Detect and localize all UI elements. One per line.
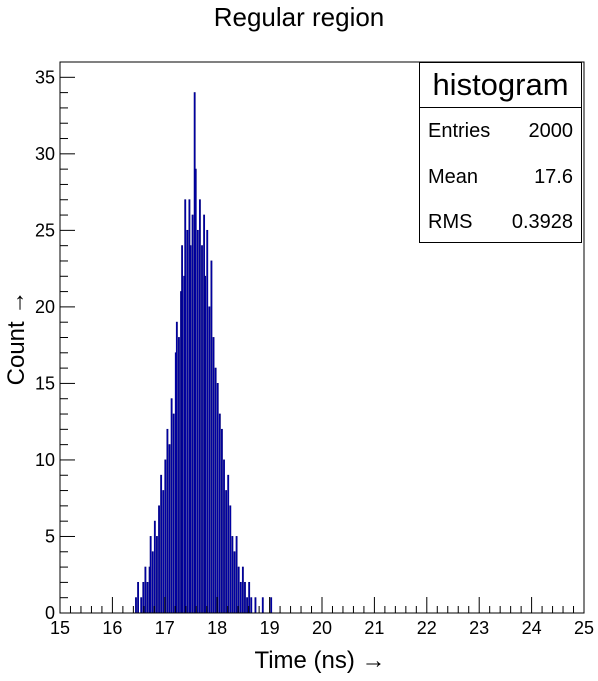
histogram-bar	[233, 551, 236, 614]
histogram-bar	[168, 444, 171, 614]
histogram-bar	[184, 199, 187, 614]
x-tick-label: 18	[207, 618, 227, 638]
x-tick-label: 17	[155, 618, 175, 638]
y-tick-label: 5	[45, 526, 55, 546]
x-tick-label: 15	[50, 618, 70, 638]
histogram-bar	[206, 229, 209, 614]
histogram-bar	[225, 490, 228, 614]
histogram-bar	[191, 214, 194, 614]
stats-histogram-name: histogram	[420, 63, 581, 108]
histogram-bar	[231, 536, 234, 614]
histogram-bar	[156, 536, 158, 614]
histogram-bar	[170, 398, 173, 614]
histogram-bar	[239, 581, 242, 614]
histogram-bar	[210, 260, 213, 614]
histogram-bar	[149, 536, 152, 614]
y-tick-label: 0	[45, 603, 55, 623]
histogram-bar	[164, 459, 167, 614]
y-tick-label: 30	[35, 144, 55, 164]
histogram-bar	[229, 505, 232, 614]
histogram-bar	[270, 597, 273, 614]
histogram-bar	[166, 428, 169, 614]
histogram-bar	[261, 597, 264, 614]
histogram-bar	[214, 367, 217, 614]
histogram-bar	[178, 337, 180, 614]
histogram-bar	[223, 459, 225, 614]
histogram-bar	[204, 275, 207, 614]
histogram-bar	[216, 383, 219, 614]
y-tick-label: 25	[35, 220, 55, 240]
x-tick-label: 19	[260, 618, 280, 638]
histogram-bar	[246, 597, 248, 614]
stats-key: RMS	[428, 211, 473, 233]
histogram-bar	[189, 245, 192, 614]
histogram-bar	[201, 245, 203, 614]
stats-key: Entries	[428, 120, 491, 142]
histogram-bar	[162, 490, 165, 614]
histogram-bar	[158, 505, 160, 614]
y-tick-label: 15	[35, 373, 55, 393]
histogram-bar	[144, 566, 147, 614]
histogram-bar	[153, 520, 156, 614]
histogram-bar	[160, 474, 163, 614]
histogram-bar	[244, 581, 246, 614]
histogram-bar	[208, 306, 211, 614]
histogram-bar	[218, 413, 221, 614]
x-tick-label: 22	[417, 618, 437, 638]
histogram-bar	[241, 566, 244, 614]
stats-value: 17.6	[534, 166, 573, 188]
x-tick-label: 23	[469, 618, 489, 638]
histogram-bar	[172, 413, 175, 614]
histogram-bar	[151, 551, 154, 614]
histogram-bar	[254, 597, 257, 614]
histogram-bar	[175, 321, 178, 614]
x-tick-label: 20	[312, 618, 332, 638]
stats-box: histogram Entries 2000 Mean 17.6 RMS 0.3…	[419, 62, 582, 243]
y-tick-label: 20	[35, 297, 55, 317]
histogram-bar	[212, 337, 215, 614]
histogram-bar	[146, 581, 149, 614]
y-tick-label: 35	[35, 67, 55, 87]
chart-title: Regular region	[213, 2, 385, 32]
histogram-bar	[186, 229, 189, 614]
x-tick-label: 24	[522, 618, 542, 638]
histogram-bar	[250, 597, 253, 614]
histogram-bar	[135, 597, 137, 614]
x-tick-label: 16	[102, 618, 122, 638]
histogram-bar	[137, 581, 140, 614]
y-axis-label: Count →	[3, 291, 30, 386]
histogram-bar	[198, 199, 201, 614]
x-tick-label: 25	[574, 618, 594, 638]
histogram-bar	[235, 536, 238, 614]
histogram-bar	[227, 474, 230, 614]
histogram-bar	[181, 245, 184, 614]
histogram-bar	[140, 597, 143, 614]
histogram-bar	[194, 168, 197, 614]
stats-value: 2000	[528, 120, 574, 142]
x-axis-label: Time (ns) →	[254, 647, 385, 674]
stats-value: 0.3928	[511, 211, 573, 233]
x-tick-label: 21	[364, 618, 384, 638]
stats-key: Mean	[428, 166, 479, 188]
y-tick-label: 10	[35, 450, 55, 470]
histogram-bar	[220, 428, 223, 614]
histogram-bar	[196, 229, 199, 614]
